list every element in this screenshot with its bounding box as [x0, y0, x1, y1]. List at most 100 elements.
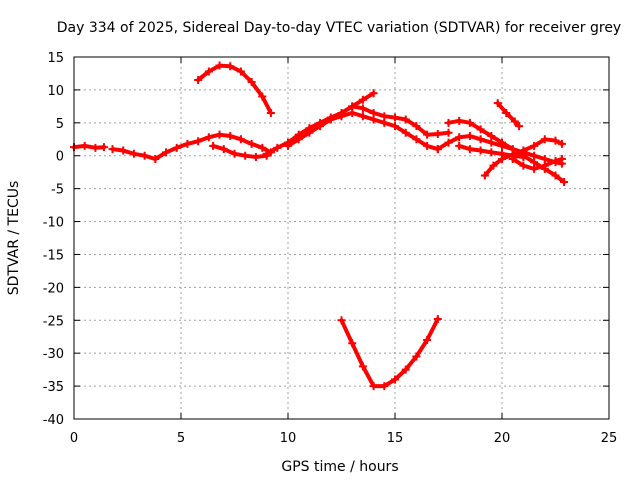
data-point [487, 131, 496, 140]
y-tick-label: 0 [56, 150, 64, 165]
data-point [358, 104, 367, 113]
data-point [204, 67, 213, 76]
data-point [465, 131, 474, 140]
data-point [209, 141, 218, 150]
data-point [551, 136, 560, 145]
data-point [266, 108, 275, 117]
data-point [444, 138, 453, 147]
x-tick-label: 20 [494, 431, 511, 446]
series-s1 [70, 141, 108, 152]
data-point [423, 336, 432, 345]
data-point [194, 137, 203, 146]
data-point [515, 122, 524, 131]
data-point [236, 67, 245, 76]
data-point [236, 135, 245, 144]
data-point [337, 316, 346, 325]
series-line [339, 317, 440, 389]
x-tick-label: 5 [177, 431, 185, 446]
data-point [251, 153, 260, 162]
data-point [560, 178, 569, 187]
data-point [162, 148, 171, 157]
data-point [455, 141, 464, 150]
series-line [446, 118, 567, 185]
data-point [273, 143, 282, 152]
data-point [433, 130, 442, 139]
data-point [401, 128, 410, 137]
y-tick-label: -10 [43, 216, 64, 231]
data-point [423, 130, 432, 139]
y-axis-label: SDTVAR / TECUs [6, 181, 22, 296]
data-point [262, 149, 271, 158]
data-point [80, 141, 89, 150]
series-s9 [444, 116, 569, 187]
data-point [348, 102, 357, 111]
x-tick-label: 25 [601, 431, 618, 446]
data-point [129, 149, 138, 158]
data-point [108, 145, 117, 154]
y-tick-label: 10 [47, 84, 64, 99]
data-point [204, 133, 213, 142]
data-point [194, 76, 203, 85]
series-s13 [455, 141, 528, 162]
series-s14 [337, 314, 442, 391]
series-s7 [194, 61, 275, 117]
data-point [476, 125, 485, 134]
data-point [455, 116, 464, 125]
series-s10 [493, 99, 524, 131]
data-point [455, 133, 464, 142]
y-tick-label: -5 [51, 183, 64, 198]
data-point [380, 112, 389, 121]
series-s2 [108, 130, 275, 164]
data-point [557, 155, 566, 164]
data-point [557, 139, 566, 148]
series-s3 [209, 141, 271, 162]
data-point [326, 115, 335, 124]
data-point [444, 118, 453, 127]
series-line [495, 101, 522, 129]
data-point [530, 164, 539, 173]
data-point [508, 151, 517, 160]
y-tick-label: -35 [43, 380, 64, 395]
data-point [540, 135, 549, 144]
data-point [337, 108, 346, 117]
data-point [551, 171, 560, 180]
data-point [91, 143, 100, 152]
data-point [476, 135, 485, 144]
data-point [369, 108, 378, 117]
data-point [358, 112, 367, 121]
data-point [489, 161, 498, 170]
axis-ticks: 0 5 10 15 20 25 15 10 5 0 -5 -10 -15 -20 -25 -30 -35 -40 [43, 51, 618, 446]
data-point [519, 161, 528, 170]
data-point [358, 362, 367, 371]
data-point [444, 128, 453, 137]
series-s6 [337, 102, 453, 139]
data-point [391, 122, 399, 131]
data-point [412, 135, 421, 144]
data-point [226, 62, 235, 71]
data-point [258, 143, 267, 152]
data-point [226, 131, 235, 140]
data-point [433, 314, 442, 323]
data-point [247, 139, 256, 148]
data-point [140, 151, 149, 160]
data-point [305, 128, 314, 137]
data-point [480, 171, 489, 180]
data-point [412, 352, 421, 361]
data-point [423, 141, 432, 150]
data-point [487, 148, 496, 157]
x-axis-label: GPS time / hours [281, 459, 398, 475]
data-point [433, 145, 442, 154]
data-series [70, 61, 569, 391]
y-tick-label: -20 [43, 281, 64, 296]
data-point [258, 92, 267, 101]
data-point [358, 95, 367, 104]
data-point [369, 382, 378, 391]
series-s5 [284, 108, 442, 154]
data-point [172, 143, 181, 152]
data-point [247, 78, 256, 87]
data-point [391, 375, 399, 384]
series-line [72, 143, 106, 150]
x-tick-label: 10 [280, 431, 297, 446]
data-point [401, 365, 410, 374]
y-tick-label: 15 [47, 51, 64, 66]
